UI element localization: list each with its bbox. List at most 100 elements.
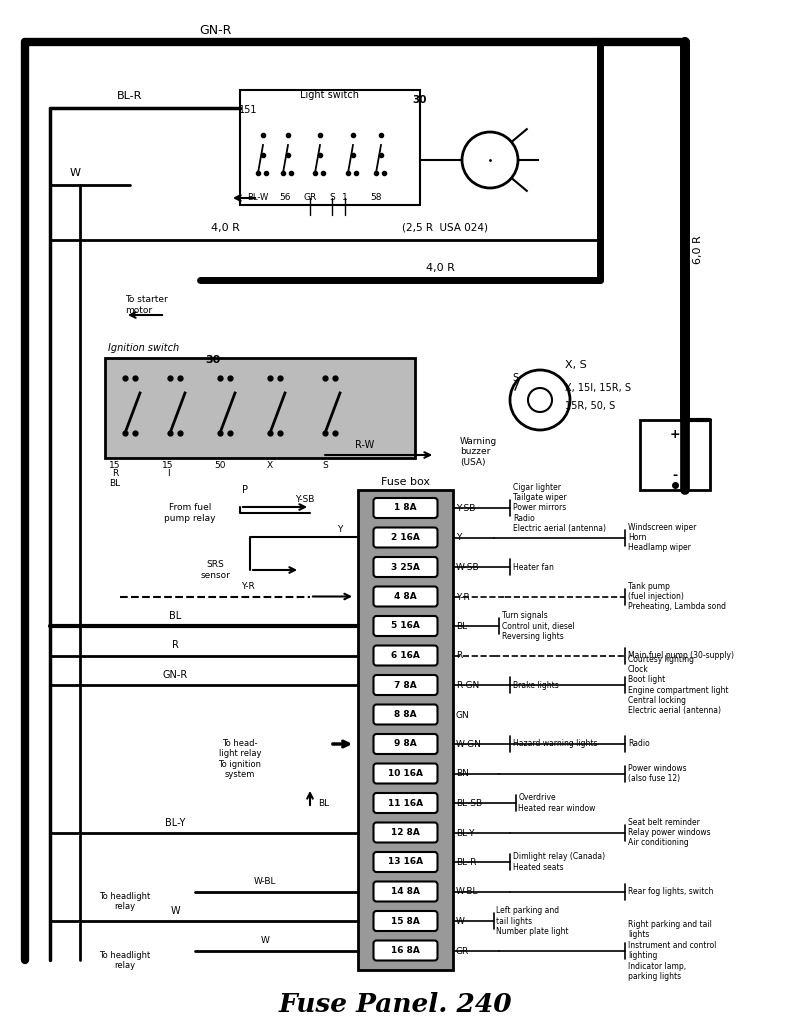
FancyBboxPatch shape: [373, 645, 437, 666]
FancyBboxPatch shape: [373, 675, 437, 695]
Text: Fuse Panel. 240: Fuse Panel. 240: [278, 992, 512, 1018]
Text: X, 15I, 15R, S: X, 15I, 15R, S: [565, 383, 631, 393]
Text: Seat belt reminder
Relay power windows
Air conditioning: Seat belt reminder Relay power windows A…: [628, 817, 710, 848]
Text: Dimlight relay (Canada)
Heated seats: Dimlight relay (Canada) Heated seats: [513, 852, 605, 871]
Text: 50: 50: [214, 461, 225, 469]
Text: 1 8A: 1 8A: [394, 504, 417, 512]
Text: Y: Y: [337, 524, 343, 534]
Text: 58: 58: [370, 194, 382, 203]
Text: (2,5 R  USA 024): (2,5 R USA 024): [402, 223, 488, 233]
Text: 4 8A: 4 8A: [394, 592, 417, 601]
Text: BL-SB: BL-SB: [456, 799, 483, 808]
FancyBboxPatch shape: [373, 527, 437, 548]
FancyBboxPatch shape: [373, 940, 437, 961]
Text: To starter
motor: To starter motor: [125, 295, 168, 314]
FancyBboxPatch shape: [373, 822, 437, 843]
Text: W: W: [456, 918, 465, 926]
Text: SRS
sensor: SRS sensor: [200, 560, 230, 580]
Text: W-SB: W-SB: [456, 563, 479, 572]
Text: Y-R: Y-R: [241, 582, 255, 591]
Text: Fuse box: Fuse box: [381, 477, 430, 487]
FancyBboxPatch shape: [373, 616, 437, 636]
Text: Overdrive
Heated rear window: Overdrive Heated rear window: [518, 794, 596, 813]
Text: S: S: [329, 194, 335, 203]
FancyBboxPatch shape: [373, 705, 437, 725]
Bar: [240, 90, 420, 205]
Text: 3 25A: 3 25A: [391, 562, 420, 571]
Text: 15R, 50, S: 15R, 50, S: [565, 401, 615, 411]
Text: Tank pump
(fuel injection)
Preheating, Lambda sond: Tank pump (fuel injection) Preheating, L…: [628, 582, 726, 611]
Text: Turn signals
Control unit, diesel
Reversing lights: Turn signals Control unit, diesel Revers…: [502, 611, 575, 641]
Text: GN-R: GN-R: [162, 670, 187, 680]
Text: BN: BN: [456, 769, 469, 778]
Text: Brake lights: Brake lights: [513, 681, 558, 689]
Text: Main fuel pump (30-supply): Main fuel pump (30-supply): [628, 651, 734, 660]
Text: Rear fog lights, switch: Rear fog lights, switch: [628, 887, 713, 896]
Bar: [358, 490, 453, 970]
Text: 10 16A: 10 16A: [388, 769, 423, 778]
Text: Hazard warning lights: Hazard warning lights: [513, 739, 597, 749]
Text: GR: GR: [304, 194, 316, 203]
Text: W-BL: W-BL: [456, 888, 479, 896]
Text: I: I: [167, 469, 169, 478]
Text: Windscreen wiper
Horn
Headlamp wiper: Windscreen wiper Horn Headlamp wiper: [628, 522, 696, 552]
Text: GN-R: GN-R: [199, 24, 231, 37]
Text: R: R: [172, 640, 179, 650]
Text: 15: 15: [109, 461, 121, 469]
Text: BL-Y: BL-Y: [165, 817, 185, 827]
FancyBboxPatch shape: [373, 557, 437, 577]
Text: BL: BL: [109, 478, 120, 487]
Text: R: R: [456, 651, 462, 660]
FancyBboxPatch shape: [373, 587, 437, 606]
Text: 2 16A: 2 16A: [391, 534, 420, 542]
Text: 6 16A: 6 16A: [391, 651, 420, 660]
Text: To headlight
relay: To headlight relay: [100, 892, 150, 911]
Text: 12 8A: 12 8A: [391, 828, 420, 837]
Text: Power windows
(also fuse 12): Power windows (also fuse 12): [628, 764, 687, 783]
Text: 56: 56: [279, 194, 291, 203]
Text: Right parking and tail
lights
Instrument and control
lighting
Indicator lamp,
pa: Right parking and tail lights Instrument…: [628, 920, 717, 981]
Bar: [640, 420, 710, 490]
Text: 15: 15: [162, 461, 174, 469]
FancyBboxPatch shape: [373, 852, 437, 872]
Text: X: X: [267, 461, 273, 469]
Text: R-W: R-W: [355, 440, 375, 450]
Text: W-GN: W-GN: [456, 740, 482, 749]
Text: X, S: X, S: [565, 360, 587, 370]
Text: R: R: [112, 469, 118, 478]
Text: 4,0 R: 4,0 R: [426, 263, 455, 273]
Text: P: P: [242, 485, 248, 495]
FancyBboxPatch shape: [373, 882, 437, 901]
Text: GR: GR: [456, 946, 469, 955]
Text: To headlight
relay: To headlight relay: [100, 951, 150, 970]
Text: 13 16A: 13 16A: [388, 857, 423, 866]
Text: 14 8A: 14 8A: [391, 887, 420, 896]
FancyBboxPatch shape: [373, 498, 437, 518]
Text: BL: BL: [318, 799, 329, 808]
Text: Courtesy lighting
Clock
Boot light
Engine compartment light
Central locking
Elec: Courtesy lighting Clock Boot light Engin…: [628, 654, 729, 716]
FancyBboxPatch shape: [373, 911, 437, 931]
Text: BL-R: BL-R: [117, 91, 142, 101]
Text: Warning
buzzer
(USA): Warning buzzer (USA): [460, 437, 498, 467]
Text: W: W: [170, 906, 180, 916]
Text: Ignition switch: Ignition switch: [108, 343, 179, 353]
Text: S: S: [512, 373, 518, 383]
Text: 15 8A: 15 8A: [391, 916, 420, 926]
Text: To head-
light relay
To ignition
system: To head- light relay To ignition system: [218, 739, 262, 779]
FancyBboxPatch shape: [373, 793, 437, 813]
Text: Radio: Radio: [628, 739, 649, 749]
Text: GN: GN: [456, 711, 470, 720]
Bar: [105, 358, 415, 458]
Text: Y-R: Y-R: [456, 593, 470, 601]
Text: 6,0 R: 6,0 R: [693, 236, 703, 264]
Text: From fuel
pump relay: From fuel pump relay: [165, 504, 216, 522]
Text: BL: BL: [168, 611, 181, 621]
Text: 8 8A: 8 8A: [394, 710, 417, 719]
Text: BL-R: BL-R: [456, 858, 476, 867]
Text: BL-W: BL-W: [248, 194, 269, 203]
Text: 11 16A: 11 16A: [388, 799, 423, 808]
Text: BL: BL: [456, 622, 467, 631]
Text: Y-SB: Y-SB: [456, 504, 475, 513]
Text: Cigar lighter
Tailgate wiper
Power mirrors
Radio
Electric aerial (antenna): Cigar lighter Tailgate wiper Power mirro…: [513, 482, 606, 534]
Text: BL-Y: BL-Y: [456, 828, 475, 838]
